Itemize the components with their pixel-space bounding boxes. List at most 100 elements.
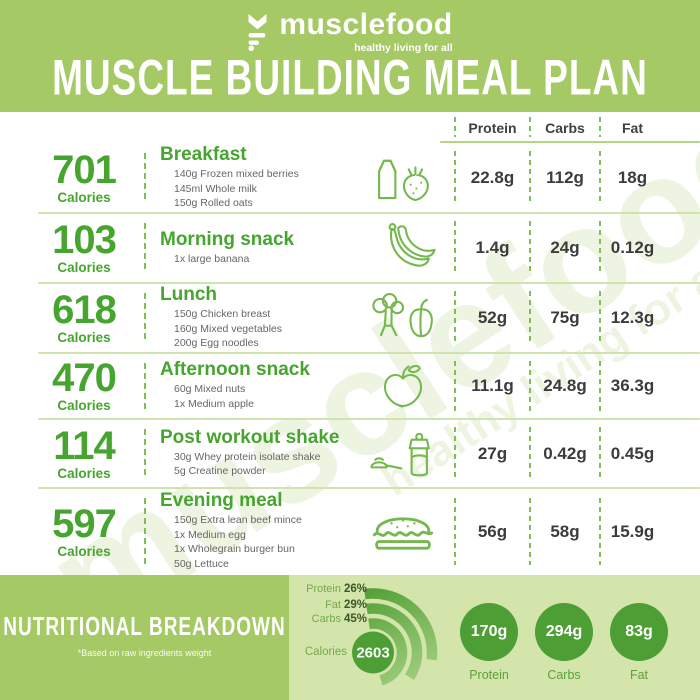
broccoli-pepper-icon [371,293,433,338]
table-header: Protein Carbs Fat [0,112,700,143]
breakdown-fat-row: Fat 29% [325,599,367,611]
protein-value: 22.8g [470,168,515,187]
fat-value: 18g [617,168,648,187]
row-divider [144,429,146,478]
calories-circle [352,631,394,674]
meal-row-morning-snack: 103 Calories Morning snack 1x large bana… [0,213,700,284]
milk-carton-strawberry-icon [377,159,429,202]
meal-row-breakfast: 701 Calories Breakfast 140g Frozen mixed… [0,143,700,214]
fat-value: 12.3g [610,308,655,327]
meal-item: 1x Medium egg [174,528,246,541]
carbs-value: 112g [546,168,584,187]
total-protein-circle: 170g [460,603,518,661]
meal-table: musclefood healthy living for all Protei… [0,112,700,575]
calories-block: 103 Calories [30,220,138,275]
burger-icon [372,516,433,550]
calories-label: Calories [57,190,111,205]
row-divider [144,363,146,409]
meal-info: Evening meal 150g Extra lean beef mince … [152,491,350,572]
calories-label: Calories [57,398,111,413]
breakdown-note: *Based on raw ingredients weight [77,648,212,658]
column-divider [529,116,531,137]
column-header-protein: Protein [468,119,517,136]
protein-shaker-icon [369,432,430,476]
meal-title: Morning snack [160,228,295,250]
meal-item: 1x Medium apple [174,397,254,410]
meal-item: 5g Creatine powder [174,465,266,478]
meal-info: Post workout shake 30g Whey protein isol… [152,427,350,479]
meal-item: 60g Mixed nuts [174,383,246,396]
calories-label: Calories [57,330,111,345]
meal-row-evening-meal: 597 Calories Evening meal 150g Extra lea… [0,488,700,575]
fat-value: 0.45g [610,443,655,463]
calories-block: 114 Calories [30,423,138,481]
total-carbs-label: Carbs [547,668,581,682]
meal-info: Afternoon snack 60g Mixed nuts 1x Medium… [152,360,350,411]
calories-value: 114 [53,423,116,468]
row-divider [144,153,146,203]
macro-arc-chart: 2603 Protein 26% Fat 29% Carbs 45% Calories [289,575,460,700]
meal-item: 150g Rolled oats [174,197,253,210]
breakdown-carbs-row: Carbs 45% [311,613,367,625]
calories-value: 470 [52,356,117,400]
total-fat-label: Fat [629,668,649,682]
calories-block: 597 Calories [30,504,138,559]
meal-item: 145ml Whole milk [174,182,257,195]
carbs-value: 58g [550,521,580,541]
meal-item: 200g Egg noodles [174,337,259,350]
page-title: MUSCLE BUILDING MEAL PLAN [52,50,648,106]
bananas-icon [388,223,436,267]
calories-value: 701 [52,148,117,192]
total-carbs: 294g Carbs [535,603,593,682]
brand-name: musclefood [279,8,453,41]
meal-title: Breakfast [160,144,247,165]
calories-value: 618 [52,288,117,332]
row-divider [144,223,146,273]
fat-value: 36.3g [610,376,655,395]
calories-label: Calories [57,465,111,481]
nutritional-breakdown-section: NUTRITIONAL BREAKDOWN *Based on raw ingr… [0,575,700,700]
carbs-value: 75g [550,308,580,327]
total-protein-label: Protein [469,668,509,682]
meal-item: 140g Frozen mixed berries [174,167,299,180]
protein-value: 11.1g [471,376,514,395]
total-protein: 170g Protein [460,603,518,682]
column-divider [454,116,456,137]
header-banner: musclefood healthy living for all MUSCLE… [0,0,700,112]
meal-item: 150g Extra lean beef mince [174,514,302,527]
calories-label: Calories [57,543,111,559]
apple-icon [383,365,422,408]
calories-row-label: Calories [304,646,347,658]
brand-tagline: healthy living for all [354,42,453,54]
row-divider [144,293,146,343]
meal-row-post-workout-shake: 114 Calories Post workout shake 30g Whey… [0,419,700,489]
protein-value: 52g [477,308,508,327]
meal-row-lunch: 618 Calories Lunch 150g Chicken breast 1… [0,283,700,354]
calories-block: 701 Calories [30,148,138,205]
protein-value: 27g [477,443,508,463]
carbs-value: 24.8g [543,376,587,395]
meal-row-afternoon-snack: 470 Calories Afternoon snack 60g Mixed n… [0,353,700,420]
meal-item: 150g Chicken breast [174,307,271,320]
calories-label: Calories [57,260,111,275]
meal-title: Afternoon snack [160,359,310,381]
macro-totals: 170g Protein 294g Carbs 83g Fat [460,575,700,700]
total-fat-circle: 83g [610,603,668,661]
carbs-value: 24g [550,238,580,257]
meal-item: 1x large banana [174,252,250,265]
fat-value: 0.12g [610,238,655,257]
column-header-carbs: Carbs [545,119,585,136]
musclefood-logo-icon [248,14,267,51]
meal-item: 50g Lettuce [174,558,229,571]
macro-arcs: 2603 [352,588,438,686]
breakdown-stats-panel: 2603 Protein 26% Fat 29% Carbs 45% Calories… [289,575,700,700]
breakdown-protein-row: Protein 26% [306,583,367,595]
meal-info: Lunch 150g Chicken breast 160g Mixed veg… [152,285,350,351]
breakdown-title-panel: NUTRITIONAL BREAKDOWN *Based on raw ingr… [0,575,289,700]
meal-title: Lunch [160,284,217,305]
total-fat: 83g Fat [610,603,668,682]
total-carbs-circle: 294g [535,603,593,661]
breakdown-title: NUTRITIONAL BREAKDOWN [3,613,286,642]
protein-value: 56g [477,521,508,541]
